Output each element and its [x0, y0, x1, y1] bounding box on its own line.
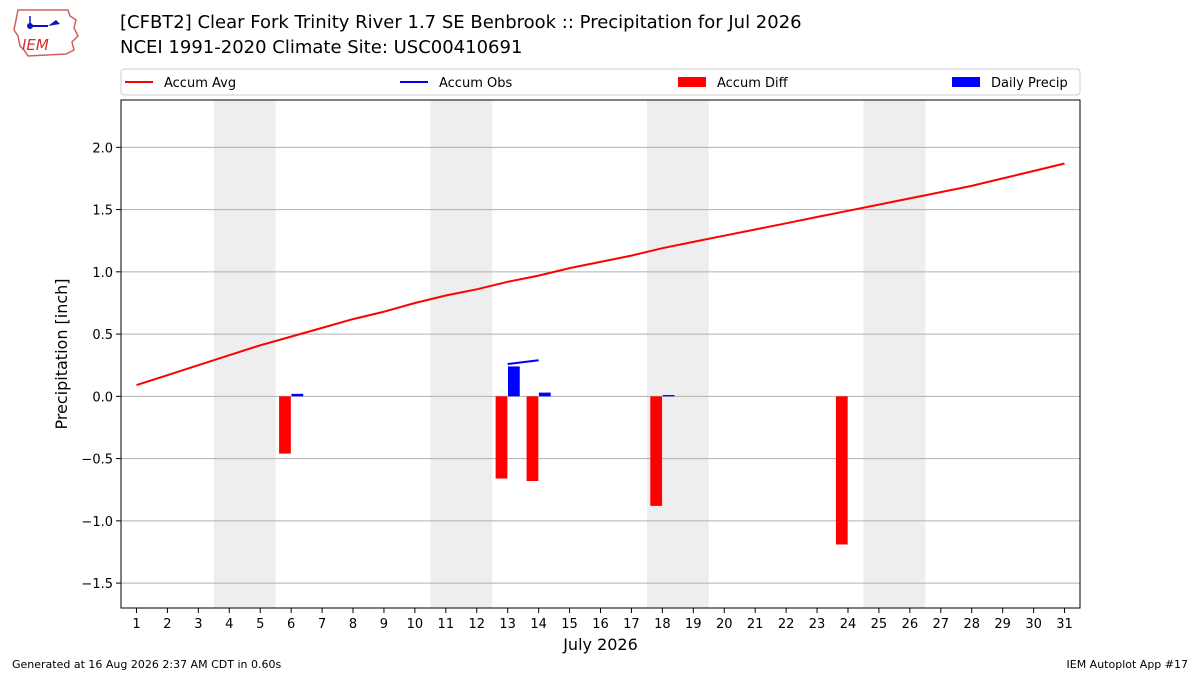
legend-label: Accum Obs	[439, 76, 512, 91]
legend-swatch-daily-precip	[952, 77, 980, 87]
legend-label: Daily Precip	[991, 76, 1068, 91]
x-axis: 1 2 3 4 5 6 7 8 9 10 11 12 13 14 15 16 17 18 19 20 21 22 23 24 2…	[132, 608, 1073, 632]
x-tick-label: 3	[194, 617, 202, 632]
bars	[279, 366, 848, 545]
x-axis-label: July 2026	[562, 635, 638, 654]
x-tick-label: 13	[499, 617, 516, 632]
x-tick-label: 11	[438, 617, 455, 632]
accum-diff-bar	[650, 396, 663, 506]
y-tick-label: −1.0	[81, 515, 113, 530]
legend-label: Accum Avg	[164, 76, 236, 91]
accum-diff-bar	[279, 396, 291, 454]
x-tick-label: 26	[902, 617, 919, 632]
weekend-bands	[213, 100, 926, 608]
legend: Accum Avg Accum Obs Accum Diff Daily Precip	[120, 68, 1081, 96]
x-tick-label: 29	[994, 617, 1011, 632]
legend-swatch-accum-diff	[678, 77, 706, 87]
y-axis-label: Precipitation [inch]	[52, 278, 71, 429]
chart-subtitle: NCEI 1991-2020 Climate Site: USC00410691	[120, 37, 523, 58]
x-tick-label: 2	[163, 617, 171, 632]
generated-timestamp: Generated at 16 Aug 2026 2:37 AM CDT in …	[12, 658, 282, 671]
x-tick-label: 7	[318, 617, 326, 632]
x-tick-label: 1	[132, 617, 140, 632]
chart-title: [CFBT2] Clear Fork Trinity River 1.7 SE …	[120, 12, 802, 33]
x-tick-label: 27	[933, 617, 950, 632]
svg-text:IEM: IEM	[22, 36, 49, 54]
weekend-band	[863, 100, 926, 608]
accum-avg-line	[136, 162, 1065, 387]
daily-precip-bar	[538, 392, 551, 397]
legend-box	[120, 68, 1081, 96]
app-label: IEM Autoplot App #17	[1066, 658, 1189, 671]
accum-diff-bar	[526, 396, 539, 481]
legend-label: Accum Diff	[717, 76, 789, 91]
weekend-band	[646, 100, 709, 608]
x-tick-label: 28	[963, 617, 980, 632]
x-tick-label: 23	[809, 617, 826, 632]
x-tick-label: 31	[1056, 617, 1073, 632]
daily-precip-bar	[508, 366, 520, 397]
x-tick-label: 15	[561, 617, 578, 632]
x-tick-label: 25	[871, 617, 888, 632]
y-axis: −1.5 −1.0 −0.5 0.0 0.5 1.0 1.5 2.0	[81, 141, 121, 592]
series-lines	[136, 162, 1065, 387]
x-tick-label: 30	[1025, 617, 1042, 632]
weekend-band	[213, 100, 276, 608]
y-tick-label: 1.5	[92, 204, 113, 219]
x-tick-label: 24	[840, 617, 857, 632]
x-tick-label: 4	[225, 617, 233, 632]
x-tick-label: 17	[623, 617, 640, 632]
weekend-band	[430, 100, 493, 608]
iem-logo: IEM	[8, 6, 82, 60]
daily-precip-bar	[291, 393, 304, 397]
accum-obs-line	[507, 359, 539, 365]
x-tick-label: 16	[592, 617, 609, 632]
x-tick-label: 9	[380, 617, 388, 632]
y-tick-label: 1.0	[92, 266, 113, 281]
x-tick-label: 18	[654, 617, 671, 632]
accum-diff-bar	[495, 396, 508, 479]
x-tick-label: 5	[256, 617, 264, 632]
accum-diff-bar	[835, 396, 848, 545]
y-gridlines	[121, 146, 1080, 584]
x-tick-label: 20	[716, 617, 733, 632]
x-tick-label: 8	[349, 617, 357, 632]
x-tick-label: 22	[778, 617, 795, 632]
x-tick-label: 14	[530, 617, 547, 632]
y-tick-label: 0.0	[92, 390, 113, 405]
y-tick-label: −1.5	[81, 577, 113, 592]
x-tick-label: 10	[407, 617, 424, 632]
x-tick-label: 21	[747, 617, 764, 632]
x-tick-label: 12	[468, 617, 485, 632]
y-tick-label: 0.5	[92, 328, 113, 343]
daily-precip-bar	[662, 395, 675, 397]
x-tick-label: 6	[287, 617, 295, 632]
y-tick-label: −0.5	[81, 453, 113, 468]
y-tick-label: 2.0	[92, 141, 113, 156]
x-tick-label: 19	[685, 617, 702, 632]
